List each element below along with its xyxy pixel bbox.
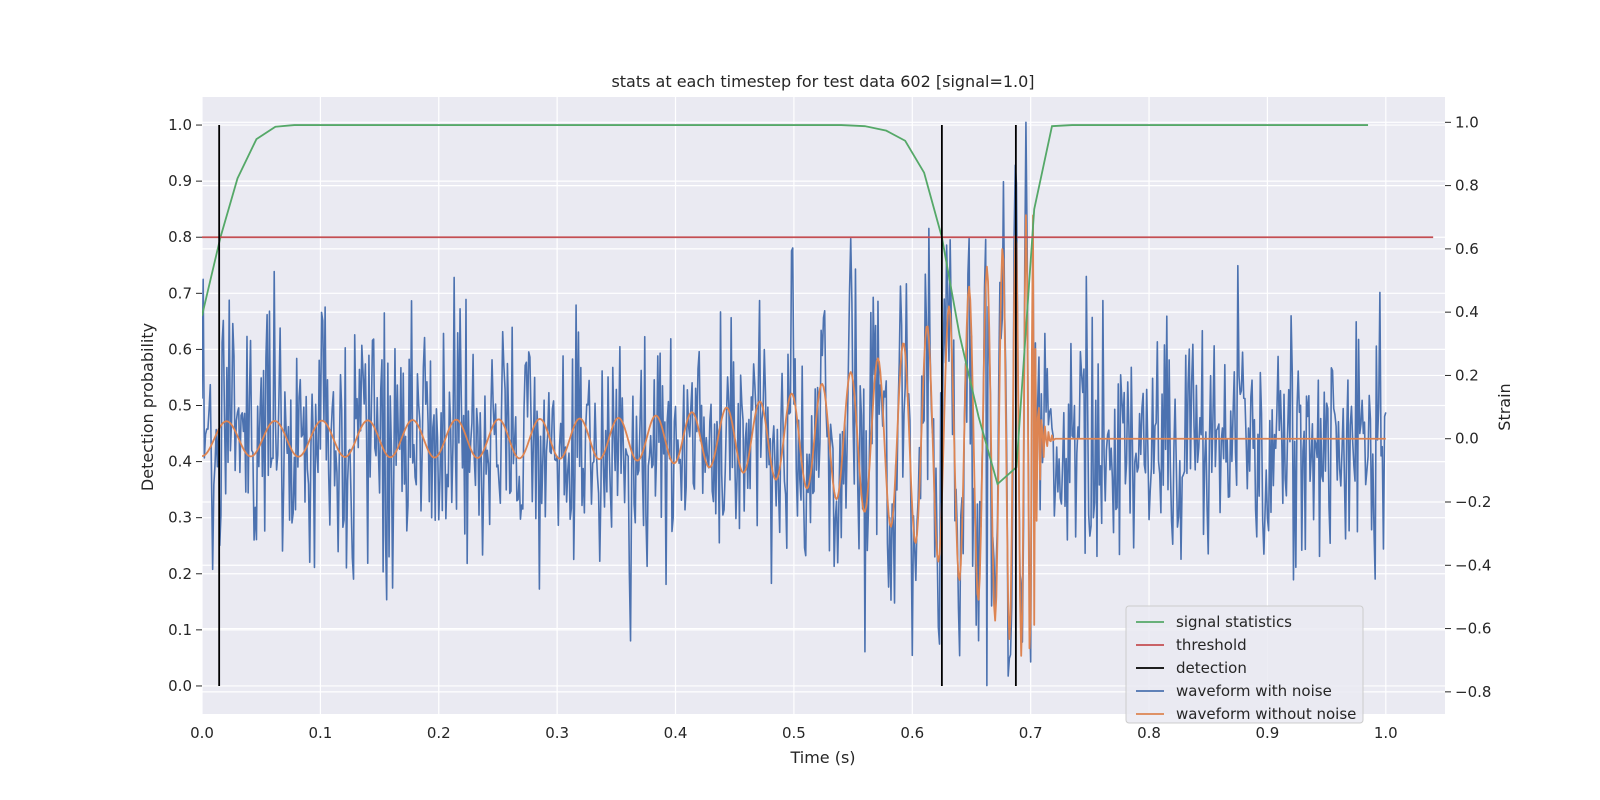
waveform-without-noise-path — [202, 214, 1386, 657]
y-axis-ticks: 0.0 0.1 0.2 0.3 0.4 0.5 0.6 0.7 0.8 0.9 1.0 — [168, 116, 202, 695]
x-tick-label: 1.0 — [1374, 724, 1398, 742]
chart-title: stats at each timestep for test data 602… — [611, 72, 1034, 91]
y-tick-label: 1.0 — [168, 116, 192, 134]
y2-tick-label: 1.0 — [1455, 113, 1479, 131]
waveform-with-noise-path — [202, 121, 1387, 687]
x-tick-label: 0.3 — [545, 724, 569, 742]
y2-tick-label: 0.2 — [1455, 366, 1479, 384]
x-tick-label: 0.9 — [1255, 724, 1279, 742]
legend-label: waveform without noise — [1176, 705, 1356, 723]
x-tick-label: 0.1 — [308, 724, 332, 742]
legend-box — [1125, 605, 1364, 724]
detection-lines — [218, 125, 1017, 686]
y-tick-label: 0.8 — [168, 228, 192, 246]
waveform-without-noise-line — [202, 214, 1386, 657]
legend-label: waveform with noise — [1176, 682, 1332, 700]
legend: signal statistics threshold detection wavef… — [1125, 605, 1364, 724]
waveform-with-noise-line — [202, 121, 1387, 687]
y-tick-label: 0.6 — [168, 340, 192, 358]
y2-tick-label: −0.6 — [1455, 620, 1491, 638]
y-tick-label: 0.0 — [168, 677, 192, 695]
legend-label: threshold — [1176, 636, 1247, 654]
legend-label: signal statistics — [1176, 613, 1292, 631]
y-tick-label: 0.7 — [168, 284, 192, 302]
y2-tick-label: −0.8 — [1455, 683, 1491, 701]
x-tick-label: 0.0 — [190, 724, 214, 742]
signal-statistics-path — [202, 124, 1369, 486]
x-tick-label: 0.7 — [1019, 724, 1043, 742]
signal-statistics-line — [202, 124, 1369, 486]
y-tick-label: 0.1 — [168, 621, 192, 639]
x-axis-label: Time (s) — [789, 748, 855, 767]
y2-tick-label: 0.4 — [1455, 303, 1479, 321]
y-tick-label: 0.4 — [168, 453, 192, 471]
y-tick-label: 0.3 — [168, 509, 192, 527]
y2-axis-label: Strain — [1495, 383, 1514, 430]
x-tick-label: 0.4 — [664, 724, 688, 742]
y2-tick-label: 0.0 — [1455, 430, 1479, 448]
y-tick-label: 0.2 — [168, 565, 192, 583]
legend-label: detection — [1176, 659, 1247, 677]
y2-tick-label: −0.4 — [1455, 556, 1491, 574]
y-axis-label: Detection probability — [138, 323, 157, 491]
y-tick-label: 0.5 — [168, 397, 192, 415]
x-tick-label: 0.5 — [782, 724, 806, 742]
y2-tick-label: 0.8 — [1455, 177, 1479, 195]
x-tick-label: 0.8 — [1137, 724, 1161, 742]
x-tick-label: 0.6 — [900, 724, 924, 742]
x-axis-ticks: 0.0 0.1 0.2 0.3 0.4 0.5 0.6 0.7 0.8 0.9 1.0 — [190, 724, 1398, 742]
y-tick-label: 0.9 — [168, 172, 192, 190]
y2-tick-label: −0.2 — [1455, 493, 1491, 511]
x-tick-label: 0.2 — [427, 724, 451, 742]
y2-tick-label: 0.6 — [1455, 240, 1479, 258]
y2-axis-ticks: −0.8 −0.6 −0.4 −0.2 0.0 0.2 0.4 0.6 0.8 1.0 — [1445, 113, 1491, 701]
